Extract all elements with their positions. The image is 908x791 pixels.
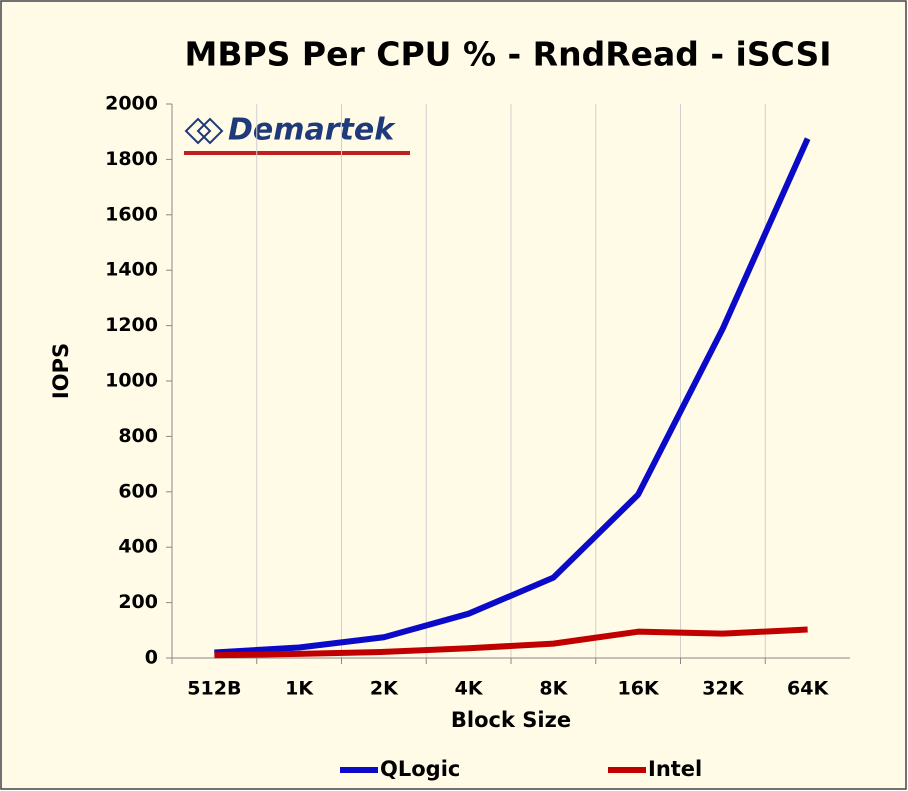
y-axis-label: IOPS <box>49 343 73 399</box>
y-tick-label: 1200 <box>105 314 158 336</box>
x-tick-label: 32K <box>702 678 744 700</box>
logo-text: Demartek <box>228 113 396 148</box>
line-series <box>214 626 808 659</box>
y-tick-label: 200 <box>118 591 158 613</box>
y-tick-label: 600 <box>118 480 158 502</box>
y-tick-label: 1800 <box>105 148 158 170</box>
x-tick-label: 64K <box>787 678 829 700</box>
y-tick-label: 1600 <box>105 203 158 225</box>
x-axis-label: Block Size <box>451 708 571 732</box>
x-tick-label: 512B <box>187 678 241 700</box>
y-tick-label: 400 <box>118 536 158 558</box>
logo: Demartek <box>184 113 410 155</box>
x-tick-label: 8K <box>539 678 568 700</box>
chart-title: MBPS Per CPU % - RndRead - iSCSI <box>184 35 831 74</box>
line-series <box>214 137 811 656</box>
x-tick-label: 4K <box>455 678 484 700</box>
y-tick-label: 1400 <box>105 259 158 281</box>
y-tick-label: 0 <box>145 647 158 669</box>
legend-label: QLogic <box>380 757 460 781</box>
legend-label: Intel <box>648 757 702 781</box>
y-tick-label: 1000 <box>105 370 158 392</box>
y-tick-label: 2000 <box>105 93 158 115</box>
x-tick-label: 16K <box>618 678 660 700</box>
y-tick-label: 800 <box>118 425 158 447</box>
x-tick-label: 1K <box>285 678 314 700</box>
x-tick-label: 2K <box>370 678 399 700</box>
